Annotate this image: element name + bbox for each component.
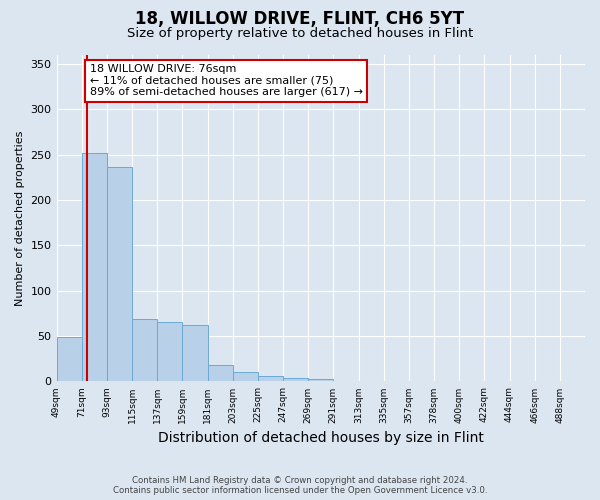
Bar — [157, 322, 182, 382]
Bar — [107, 168, 132, 382]
Bar — [208, 365, 233, 382]
Bar — [56, 337, 82, 382]
Text: Contains HM Land Registry data © Crown copyright and database right 2024.
Contai: Contains HM Land Registry data © Crown c… — [113, 476, 487, 495]
Bar — [283, 378, 308, 382]
Text: 18, WILLOW DRIVE, FLINT, CH6 5YT: 18, WILLOW DRIVE, FLINT, CH6 5YT — [136, 10, 464, 28]
Text: Size of property relative to detached houses in Flint: Size of property relative to detached ho… — [127, 28, 473, 40]
X-axis label: Distribution of detached houses by size in Flint: Distribution of detached houses by size … — [158, 431, 484, 445]
Bar — [258, 376, 283, 382]
Bar — [132, 319, 157, 382]
Bar — [308, 378, 334, 382]
Bar — [82, 153, 107, 382]
Bar — [233, 372, 258, 382]
Y-axis label: Number of detached properties: Number of detached properties — [15, 130, 25, 306]
Bar — [182, 325, 208, 382]
Text: 18 WILLOW DRIVE: 76sqm
← 11% of detached houses are smaller (75)
89% of semi-det: 18 WILLOW DRIVE: 76sqm ← 11% of detached… — [90, 64, 363, 98]
